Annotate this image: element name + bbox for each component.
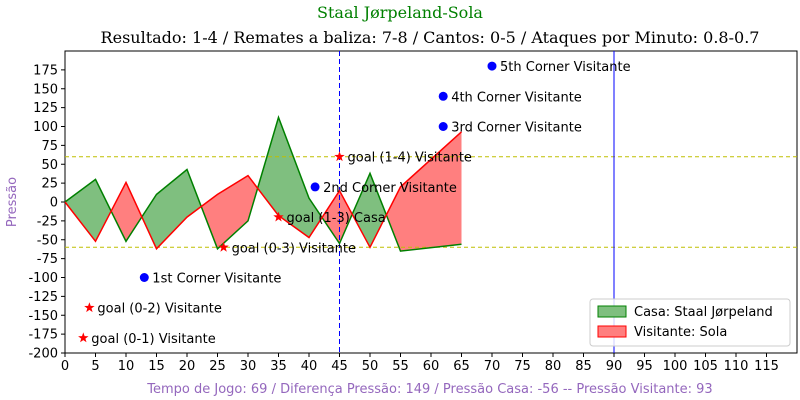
area-visitante bbox=[339, 190, 353, 244]
x-tick-label: 20 bbox=[179, 359, 196, 374]
x-tick-label: 65 bbox=[453, 359, 470, 374]
goal-star-marker bbox=[218, 241, 229, 252]
goal-label: goal (0-3) Visitante bbox=[232, 241, 356, 256]
y-tick-label: -200 bbox=[28, 347, 58, 362]
legend: Casa: Staal Jørpeland Visitante: Sola bbox=[589, 298, 791, 347]
area-visitante bbox=[111, 182, 126, 242]
area-casa bbox=[95, 179, 112, 242]
y-tick-label: -125 bbox=[28, 290, 58, 305]
y-axis-label: Pressão bbox=[5, 177, 20, 227]
goal-label: goal (1-3) Casa bbox=[287, 211, 386, 226]
chart-title: Staal Jørpeland-Sola bbox=[317, 3, 483, 22]
y-tick-label: -75 bbox=[37, 252, 58, 267]
x-axis-label: Tempo de Jogo: 69 / Diferença Pressão: 1… bbox=[146, 382, 712, 397]
x-tick-label: 85 bbox=[575, 359, 592, 374]
area-casa bbox=[65, 179, 96, 242]
x-tick-label: 100 bbox=[663, 359, 688, 374]
plot-area: 0 5 10 15 20 25 30 35 40 45 50 55 60 65 70 75 80 85 90 95 10… bbox=[28, 50, 798, 374]
x-tick-label: 25 bbox=[209, 359, 226, 374]
y-tick-label: 50 bbox=[41, 158, 58, 173]
x-tick-label: 75 bbox=[514, 359, 531, 374]
x-tick-label: 110 bbox=[724, 359, 749, 374]
area-visitante bbox=[217, 175, 248, 249]
area-casa bbox=[156, 169, 187, 249]
corner-marker bbox=[438, 122, 448, 131]
y-tick-label: 75 bbox=[41, 139, 58, 154]
y-tick-label: 125 bbox=[33, 101, 58, 116]
corner-label: 5th Corner Visitante bbox=[500, 60, 631, 75]
goal-star-marker bbox=[84, 302, 95, 313]
series-line-visitante bbox=[64, 131, 463, 251]
area-visitante bbox=[126, 182, 142, 242]
area-visitante bbox=[322, 190, 340, 244]
y-tick-label: 150 bbox=[33, 82, 58, 97]
corner-marker bbox=[139, 273, 149, 282]
area-casa bbox=[278, 117, 309, 238]
x-tick-label: 80 bbox=[545, 359, 562, 374]
x-tick-label: 105 bbox=[693, 359, 718, 374]
x-tick-label: 0 bbox=[61, 359, 69, 374]
x-tick-label: 70 bbox=[484, 359, 501, 374]
x-tick-label: 15 bbox=[148, 359, 165, 374]
goal-star-marker bbox=[334, 151, 345, 162]
y-tick-label: -175 bbox=[28, 328, 58, 343]
area-casa bbox=[187, 169, 202, 218]
chart-subtitle: Resultado: 1-4 / Remates a baliza: 7-8 /… bbox=[101, 28, 760, 47]
area-casa bbox=[141, 194, 157, 249]
y-tick-label: 175 bbox=[33, 63, 58, 78]
goal-label: goal (0-2) Visitante bbox=[97, 302, 221, 317]
legend-box bbox=[589, 298, 791, 347]
area-casa bbox=[309, 198, 322, 238]
x-tick-label: 115 bbox=[754, 359, 779, 374]
legend-visitante-swatch bbox=[597, 325, 627, 338]
y-tick-label: 0 bbox=[50, 196, 58, 211]
legend-visitante-label: Visitante: Sola bbox=[634, 325, 727, 340]
corner-label: 1st Corner Visitante bbox=[152, 272, 281, 287]
x-tick-label: 5 bbox=[91, 359, 99, 374]
x-tick-label: 10 bbox=[118, 359, 135, 374]
x-tick-label: 50 bbox=[362, 359, 379, 374]
x-tick-label: 95 bbox=[636, 359, 653, 374]
corner-marker bbox=[487, 61, 497, 71]
area-casa bbox=[370, 173, 387, 248]
goal-star-marker bbox=[78, 332, 89, 343]
y-tick-label: -150 bbox=[28, 309, 58, 324]
area-visitante bbox=[201, 194, 218, 249]
x-tick-label: 35 bbox=[270, 359, 287, 374]
corner-marker bbox=[438, 91, 448, 101]
x-tick-label: 30 bbox=[240, 359, 257, 374]
y-tick-label: -25 bbox=[37, 214, 58, 229]
goal-label: goal (1-4) Visitante bbox=[348, 151, 472, 166]
corner-marker bbox=[310, 182, 320, 192]
series-line-casa bbox=[64, 115, 462, 252]
goal-star-marker bbox=[273, 211, 284, 222]
area-casa bbox=[352, 173, 370, 248]
area-casa bbox=[257, 117, 279, 216]
area-visitante bbox=[248, 175, 258, 221]
area-visitante bbox=[400, 131, 462, 252]
x-tick-label: 60 bbox=[423, 359, 440, 374]
corner-label: 2nd Corner Visitante bbox=[323, 181, 457, 196]
x-tick-label: 45 bbox=[331, 359, 348, 374]
corner-label: 4th Corner Visitante bbox=[451, 90, 582, 105]
corner-label: 3rd Corner Visitante bbox=[451, 121, 582, 136]
x-tick-label: 55 bbox=[392, 359, 409, 374]
x-tick-label: 40 bbox=[301, 359, 318, 374]
goal-label: goal (0-1) Visitante bbox=[91, 332, 215, 347]
y-tick-label: -50 bbox=[37, 233, 58, 248]
x-tick-label: 90 bbox=[606, 359, 623, 374]
area-visitante bbox=[386, 186, 401, 252]
y-tick-label: 25 bbox=[41, 177, 58, 192]
legend-casa-label: Casa: Staal Jørpeland bbox=[634, 305, 773, 320]
y-tick-label: 100 bbox=[33, 120, 58, 135]
legend-casa-swatch bbox=[597, 305, 627, 318]
y-tick-label: -100 bbox=[28, 271, 58, 286]
